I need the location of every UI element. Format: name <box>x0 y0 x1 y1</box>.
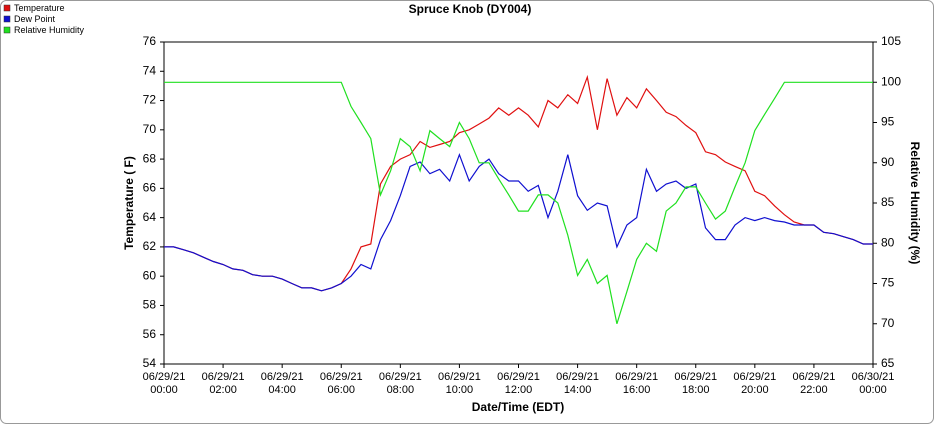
y-tick-label: 54 <box>143 356 157 370</box>
legend-label: Temperature <box>14 3 65 13</box>
x-tick-label: 06/29/21 08:00 <box>379 371 422 396</box>
y2-tick-label: 75 <box>881 276 895 290</box>
y2-tick-label: 70 <box>881 316 895 330</box>
x-tick-label: 06/29/21 06:00 <box>320 371 363 396</box>
y-tick-label: 70 <box>143 122 157 136</box>
x-tick-label: 06/29/21 22:00 <box>793 371 836 396</box>
y2-axis-title: Relative Humidity (%) <box>908 142 922 265</box>
series-line <box>164 152 873 292</box>
x-axis-title: Date/Time (EDT) <box>472 400 564 414</box>
legend-label: Relative Humidity <box>14 25 85 35</box>
y-tick-label: 62 <box>143 239 157 253</box>
x-tick-label: 06/29/21 00:00 <box>143 371 186 396</box>
y-tick-label: 72 <box>143 93 157 107</box>
legend-swatch <box>3 15 11 23</box>
y2-tick-label: 85 <box>881 195 895 209</box>
y2-tick-label: 100 <box>881 74 901 88</box>
y2-tick-label: 80 <box>881 235 895 249</box>
y2-tick-label: 90 <box>881 155 895 169</box>
chart-title: Spruce Knob (DY004) <box>409 2 532 16</box>
x-tick-label: 06/29/21 18:00 <box>674 371 717 396</box>
legend-swatch <box>3 4 11 12</box>
y-tick-label: 58 <box>143 298 157 312</box>
y-axis-title: Temperature ( F) <box>122 156 136 250</box>
x-tick-label: 06/29/21 14:00 <box>556 371 599 396</box>
x-tick-label: 06/29/21 10:00 <box>438 371 481 396</box>
y-tick-label: 66 <box>143 181 157 195</box>
legend-swatch <box>3 26 11 34</box>
y-tick-label: 68 <box>143 151 157 165</box>
y2-tick-label: 65 <box>881 356 895 370</box>
x-tick-label: 06/29/21 12:00 <box>497 371 540 396</box>
y2-tick-label: 105 <box>881 34 901 48</box>
x-tick-label: 06/29/21 04:00 <box>261 371 304 396</box>
x-tick-label: 06/30/21 00:00 <box>852 371 895 396</box>
y-tick-label: 76 <box>143 34 157 48</box>
x-tick-label: 06/29/21 02:00 <box>202 371 245 396</box>
legend-label: Dew Point <box>14 14 56 24</box>
x-tick-label: 06/29/21 16:00 <box>615 371 658 396</box>
y-tick-label: 64 <box>143 210 157 224</box>
y-tick-label: 74 <box>143 63 157 77</box>
x-tick-label: 06/29/21 20:00 <box>733 371 776 396</box>
y-tick-label: 56 <box>143 327 157 341</box>
series-line <box>164 81 873 324</box>
y2-tick-label: 95 <box>881 115 895 129</box>
y-tick-label: 60 <box>143 268 157 282</box>
